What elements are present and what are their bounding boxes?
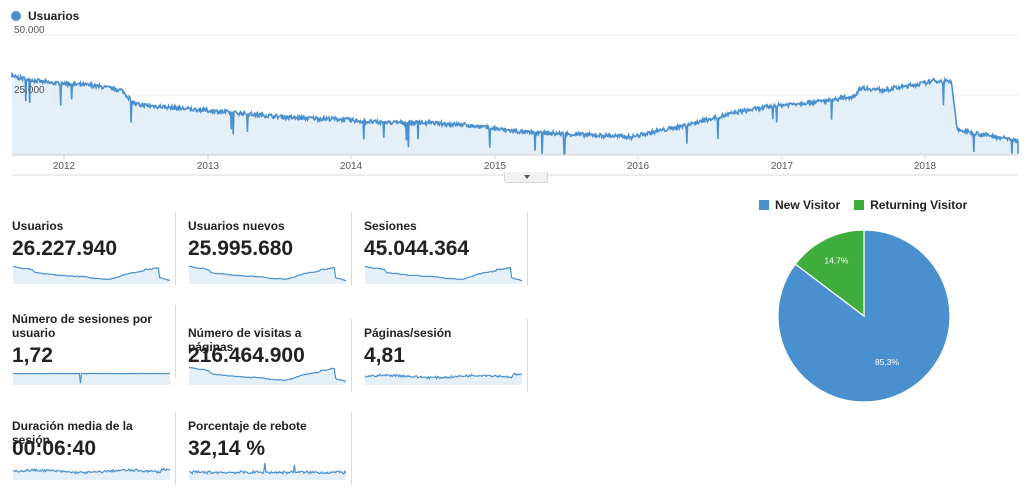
metric-value: 26.227.940	[12, 237, 118, 260]
legend-label: Returning Visitor	[870, 198, 968, 212]
metric-label: Sesiones	[364, 219, 417, 233]
metric-label: Porcentaje de rebote	[188, 419, 307, 433]
x-tick-label: 2013	[197, 161, 220, 172]
sparkline-line	[189, 462, 346, 476]
chevron-down-icon	[524, 175, 530, 179]
y-tick-label: 25.000	[14, 85, 45, 96]
metric-sparkline	[189, 265, 346, 284]
sparkline-line	[365, 372, 522, 380]
legend-swatch-icon	[759, 200, 769, 210]
legend-dot-icon	[11, 11, 21, 21]
metric-tile-usuarios[interactable]: Usuarios 26.227.940	[0, 212, 176, 285]
legend-swatch-icon	[854, 200, 865, 210]
sparkline-line	[189, 366, 346, 383]
y-tick-label: 50.000	[14, 25, 45, 36]
x-tick-label: 2012	[53, 161, 76, 172]
legend-label: Usuarios	[28, 9, 80, 23]
metric-value: 00:06:40	[12, 437, 97, 460]
metric-value: 45.044.364	[364, 237, 470, 260]
metric-value: 216.464.900	[188, 344, 305, 367]
visitor-type-pie-chart[interactable]: 85,3% 14,7%	[776, 228, 952, 404]
metric-sparkline	[13, 372, 170, 385]
sparkline-line	[365, 265, 522, 282]
x-tick-label: 2017	[771, 161, 794, 172]
metric-label: Número de visitas a páginas	[188, 326, 302, 354]
x-tick-label: 2018	[914, 161, 937, 172]
metric-label: Número de sesiones por usuario	[12, 312, 153, 340]
metric-label: Usuarios	[12, 219, 64, 233]
metric-value: 4,81	[364, 344, 405, 367]
sparkline-area	[13, 373, 170, 385]
x-tick-label: 2014	[340, 161, 363, 172]
x-tick-label: 2016	[627, 161, 650, 172]
sparkline-area	[189, 367, 346, 385]
metric-label: Páginas/sesión	[364, 326, 452, 340]
main-chart-legend[interactable]: Usuarios	[11, 8, 79, 24]
series-line-usuarios	[11, 72, 1019, 155]
metric-sparkline	[189, 366, 346, 385]
metric-sparkline	[365, 372, 522, 385]
metric-sparkline	[189, 462, 346, 480]
sparkline-area	[189, 266, 346, 284]
metric-value: 32,14 %	[188, 437, 266, 460]
sparkline-area	[13, 266, 170, 284]
metric-value: 25.995.680	[188, 237, 294, 260]
metric-tile-visitas-paginas[interactable]: Número de visitas a páginas 216.464.900	[176, 319, 352, 392]
sparkline-line	[13, 467, 170, 475]
metric-sparkline	[13, 265, 170, 284]
metric-sparkline	[365, 265, 522, 284]
metric-tile-sesiones[interactable]: Sesiones 45.044.364	[352, 212, 528, 285]
metric-value: 1,72	[12, 344, 53, 367]
sparkline-area	[13, 468, 170, 480]
metric-tile-usuarios-nuevos[interactable]: Usuarios nuevos 25.995.680	[176, 212, 352, 285]
pie-slice-label: 85,3%	[875, 357, 900, 367]
pie-legend-returning-visitor[interactable]: Returning Visitor	[854, 198, 967, 212]
sparkline-line	[13, 265, 170, 281]
metric-tile-sesiones-por-usuario[interactable]: Número de sesiones por usuario 1,72	[0, 305, 176, 385]
pie-legend: New Visitor Returning Visitor	[759, 198, 967, 212]
series-area-usuarios	[12, 72, 1018, 155]
metric-label: Duración media de la sesión	[12, 419, 133, 447]
pie-slice-returning-visitor	[794, 229, 865, 318]
legend-label: New Visitor	[775, 198, 841, 212]
sparkline-area	[365, 266, 522, 284]
metric-tile-duracion-sesion[interactable]: Duración media de la sesión 00:06:40	[0, 412, 176, 485]
sparkline-area	[189, 462, 346, 480]
sparkline-line	[189, 265, 346, 282]
collapse-chart-handle[interactable]	[504, 172, 548, 183]
metric-tile-porcentaje-rebote[interactable]: Porcentaje de rebote 32,14 %	[176, 412, 352, 485]
x-tick-label: 2015	[484, 161, 507, 172]
metric-label: Usuarios nuevos	[188, 219, 285, 233]
usuarios-line-chart[interactable]: 25.000 50.000 2012 2013 2014 2015 2016 2017 2018	[0, 24, 1024, 184]
pie-legend-new-visitor[interactable]: New Visitor	[759, 198, 840, 212]
pie-slice-label: 14,7%	[824, 256, 849, 266]
metric-sparkline	[13, 467, 170, 480]
sparkline-line	[13, 372, 170, 384]
metric-tile-paginas-sesion[interactable]: Páginas/sesión 4,81	[352, 319, 528, 392]
